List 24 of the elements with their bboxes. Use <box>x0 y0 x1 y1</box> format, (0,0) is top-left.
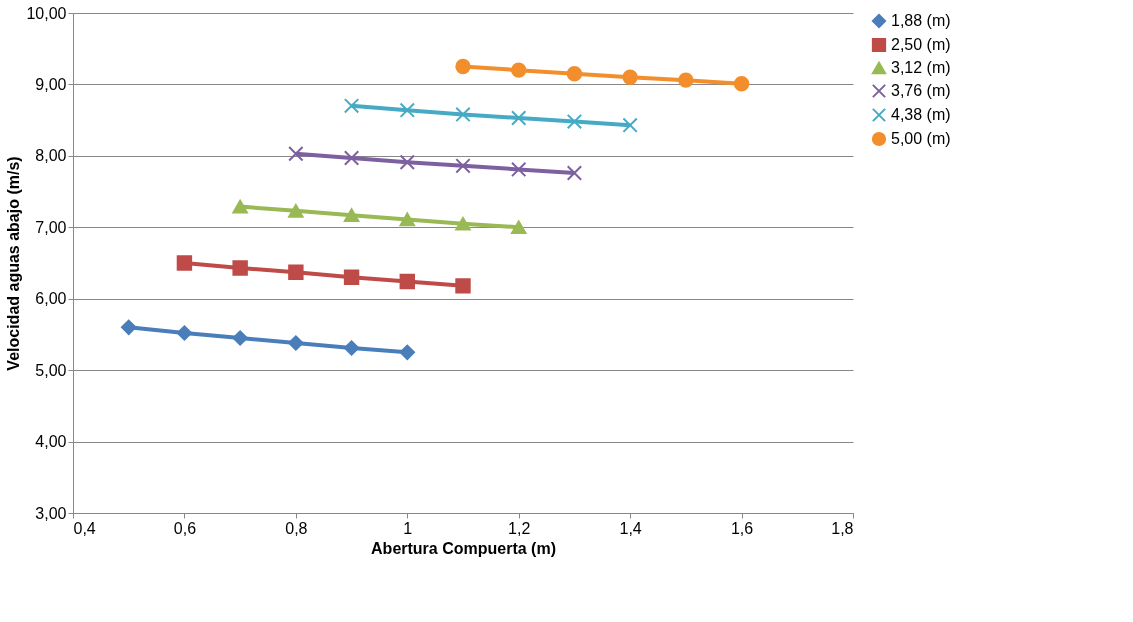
y-tick-label: 4,00 <box>35 433 67 451</box>
y-tick-label: 9,00 <box>35 75 67 93</box>
x-tick-label: 1,8 <box>831 519 854 537</box>
x-axis-title: Abertura Compuerta (m) <box>371 539 556 557</box>
y-axis-title: Velocidad aguas abajo (m/s) <box>5 156 23 371</box>
x-tick-label: 1 <box>403 519 413 537</box>
x-tick-label: 1,2 <box>508 519 531 537</box>
x-tick-label: 0,8 <box>285 519 308 537</box>
y-tick-label: 6,00 <box>35 290 67 308</box>
x-tick-label: 0,4 <box>73 519 96 537</box>
legend-label: 1,88 (m) <box>891 12 951 29</box>
y-tick-label: 3,00 <box>35 504 67 522</box>
y-tick-label: 5,00 <box>35 361 67 379</box>
x-tick-label: 0,6 <box>173 519 197 537</box>
legend-label: 3,12 (m) <box>891 59 951 76</box>
x-tick-label: 1,4 <box>619 519 642 537</box>
legend-label: 5,00 (m) <box>891 130 951 147</box>
legend-label: 3,76 (m) <box>891 82 951 99</box>
y-tick-label: 10,00 <box>26 4 67 22</box>
y-tick-label: 8,00 <box>35 147 67 165</box>
x-tick-label: 1,6 <box>730 519 754 537</box>
y-tick-label: 7,00 <box>35 218 67 236</box>
legend-label: 4,38 (m) <box>891 106 951 123</box>
legend-label: 2,50 (m) <box>891 36 951 53</box>
